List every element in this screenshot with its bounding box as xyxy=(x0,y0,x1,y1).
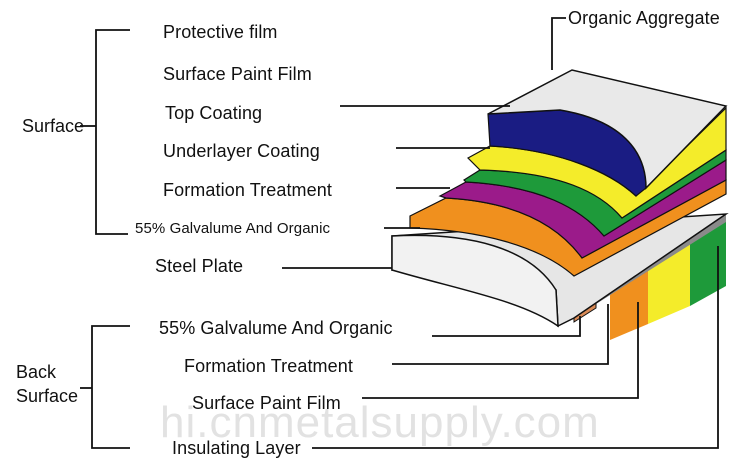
label-galvalume-back: 55% Galvalume And Organic xyxy=(159,318,393,338)
label-organic-aggregate: Organic Aggregate xyxy=(568,8,720,28)
label-galvalume-top: 55% Galvalume And Organic xyxy=(135,220,331,237)
leader-lines xyxy=(80,17,719,449)
group-label-back-surface: Back Surface xyxy=(16,360,78,408)
label-formation-treatment: Formation Treatment xyxy=(163,180,332,200)
label-underlayer-coating: Underlayer Coating xyxy=(163,141,320,161)
back-surface-text: Surface xyxy=(16,386,79,406)
label-protective-film: Protective film xyxy=(163,22,278,42)
group-label-surface: Surface xyxy=(22,114,84,138)
steel-plate-front xyxy=(391,234,559,328)
watermark: hi.cnmetalsupply.com xyxy=(160,398,600,447)
protective-film-layer xyxy=(487,69,728,190)
label-insulating-layer: Insulating Layer xyxy=(172,438,301,458)
label-steel-plate: Steel Plate xyxy=(155,256,244,276)
back-text: Back xyxy=(16,362,57,382)
label-surface-paint-film: Surface Paint Film xyxy=(163,64,312,84)
label-top-coating: Top Coating xyxy=(165,103,263,123)
label-formation-treatment-back: Formation Treatment xyxy=(184,356,353,376)
label-surface-paint-film-back: Surface Paint Film xyxy=(192,393,341,413)
surface-text: Surface xyxy=(22,116,85,136)
